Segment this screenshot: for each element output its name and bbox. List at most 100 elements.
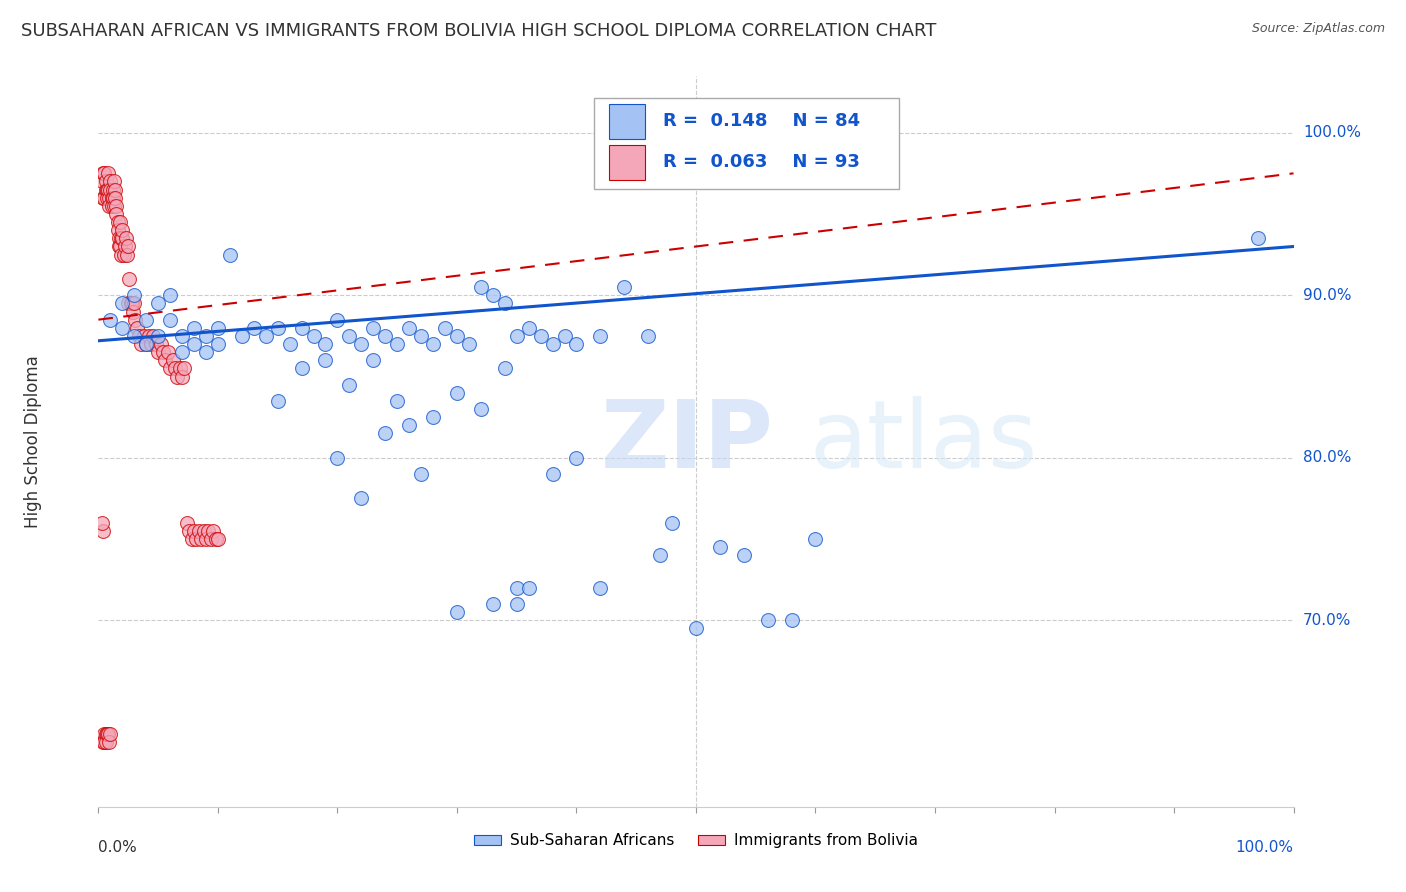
Sub-Saharan Africans [363, 320, 385, 334]
Sub-Saharan Africans [111, 320, 134, 334]
Sub-Saharan Africans [661, 516, 683, 530]
Sub-Saharan Africans [411, 467, 433, 481]
Sub-Saharan Africans [780, 613, 803, 627]
Immigrants from Bolivia [121, 296, 143, 310]
Immigrants from Bolivia [163, 361, 186, 376]
Sub-Saharan Africans [339, 377, 361, 392]
Immigrants from Bolivia [112, 247, 135, 261]
Immigrants from Bolivia [91, 191, 114, 205]
Immigrants from Bolivia [98, 183, 122, 197]
Text: 0.0%: 0.0% [98, 840, 138, 855]
Text: High School Diploma: High School Diploma [24, 355, 42, 528]
Immigrants from Bolivia [159, 361, 181, 376]
Immigrants from Bolivia [104, 191, 127, 205]
Immigrants from Bolivia [101, 183, 124, 197]
Immigrants from Bolivia [105, 199, 128, 213]
Sub-Saharan Africans [231, 329, 253, 343]
Immigrants from Bolivia [124, 296, 146, 310]
Immigrants from Bolivia [139, 337, 162, 351]
Immigrants from Bolivia [115, 247, 138, 261]
Sub-Saharan Africans [541, 337, 564, 351]
Sub-Saharan Africans [339, 329, 361, 343]
Sub-Saharan Africans [385, 393, 409, 408]
Sub-Saharan Africans [159, 288, 181, 302]
Text: SUBSAHARAN AFRICAN VS IMMIGRANTS FROM BOLIVIA HIGH SCHOOL DIPLOMA CORRELATION CH: SUBSAHARAN AFRICAN VS IMMIGRANTS FROM BO… [21, 22, 936, 40]
Sub-Saharan Africans [565, 337, 588, 351]
Text: 80.0%: 80.0% [1303, 450, 1351, 466]
Sub-Saharan Africans [554, 329, 576, 343]
Text: R =  0.063    N = 93: R = 0.063 N = 93 [662, 153, 859, 171]
Immigrants from Bolivia [117, 239, 139, 253]
Sub-Saharan Africans [326, 312, 349, 326]
Sub-Saharan Africans [709, 540, 731, 554]
Immigrants from Bolivia [98, 735, 121, 749]
Sub-Saharan Africans [470, 280, 492, 294]
Sub-Saharan Africans [756, 613, 779, 627]
Sub-Saharan Africans [422, 410, 444, 425]
Immigrants from Bolivia [149, 337, 172, 351]
Immigrants from Bolivia [107, 239, 129, 253]
Sub-Saharan Africans [172, 329, 194, 343]
Sub-Saharan Africans [98, 312, 122, 326]
Immigrants from Bolivia [197, 524, 219, 538]
Sub-Saharan Africans [422, 337, 444, 351]
Immigrants from Bolivia [122, 304, 145, 318]
Sub-Saharan Africans [398, 418, 420, 433]
Sub-Saharan Africans [506, 581, 529, 595]
Sub-Saharan Africans [315, 337, 337, 351]
Immigrants from Bolivia [97, 183, 120, 197]
Immigrants from Bolivia [98, 727, 122, 741]
Immigrants from Bolivia [93, 735, 115, 749]
Sub-Saharan Africans [374, 329, 396, 343]
Sub-Saharan Africans [207, 320, 229, 334]
Immigrants from Bolivia [93, 166, 115, 180]
Immigrants from Bolivia [93, 727, 115, 741]
Immigrants from Bolivia [124, 312, 146, 326]
Immigrants from Bolivia [107, 223, 129, 237]
Text: R =  0.148    N = 84: R = 0.148 N = 84 [662, 112, 859, 130]
Immigrants from Bolivia [103, 174, 125, 188]
Text: Source: ZipAtlas.com: Source: ZipAtlas.com [1251, 22, 1385, 36]
Immigrants from Bolivia [96, 727, 118, 741]
Immigrants from Bolivia [104, 183, 127, 197]
Immigrants from Bolivia [176, 516, 198, 530]
Immigrants from Bolivia [152, 345, 174, 359]
Sub-Saharan Africans [541, 467, 564, 481]
Sub-Saharan Africans [481, 597, 505, 611]
Sub-Saharan Africans [458, 337, 481, 351]
Sub-Saharan Africans [302, 329, 325, 343]
Sub-Saharan Africans [374, 426, 396, 441]
Immigrants from Bolivia [108, 239, 131, 253]
Sub-Saharan Africans [363, 353, 385, 368]
Immigrants from Bolivia [94, 735, 117, 749]
Sub-Saharan Africans [446, 329, 468, 343]
Immigrants from Bolivia [202, 524, 225, 538]
Immigrants from Bolivia [110, 231, 132, 245]
Sub-Saharan Africans [434, 320, 457, 334]
Sub-Saharan Africans [350, 491, 373, 506]
Immigrants from Bolivia [148, 345, 170, 359]
Immigrants from Bolivia [98, 191, 121, 205]
Immigrants from Bolivia [179, 524, 201, 538]
Sub-Saharan Africans [565, 450, 588, 465]
Sub-Saharan Africans [183, 337, 205, 351]
Immigrants from Bolivia [169, 361, 191, 376]
Sub-Saharan Africans [291, 320, 314, 334]
Immigrants from Bolivia [100, 191, 122, 205]
Immigrants from Bolivia [101, 191, 124, 205]
Sub-Saharan Africans [195, 345, 218, 359]
Sub-Saharan Africans [183, 320, 205, 334]
Immigrants from Bolivia [156, 345, 179, 359]
Immigrants from Bolivia [110, 247, 132, 261]
Sub-Saharan Africans [589, 581, 612, 595]
Immigrants from Bolivia [131, 337, 153, 351]
Immigrants from Bolivia [100, 199, 122, 213]
Text: 100.0%: 100.0% [1303, 125, 1361, 140]
Sub-Saharan Africans [159, 312, 181, 326]
Immigrants from Bolivia [94, 727, 117, 741]
Immigrants from Bolivia [193, 524, 215, 538]
Sub-Saharan Africans [648, 549, 672, 563]
Text: 100.0%: 100.0% [1236, 840, 1294, 855]
Immigrants from Bolivia [190, 532, 212, 546]
Immigrants from Bolivia [94, 183, 117, 197]
